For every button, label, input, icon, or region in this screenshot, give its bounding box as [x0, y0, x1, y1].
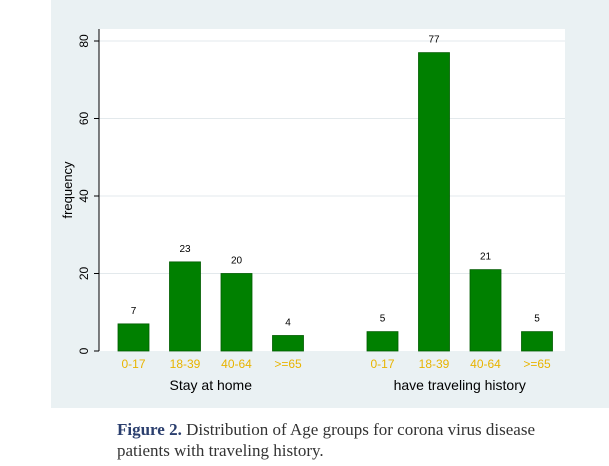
category-label: 40-64: [470, 357, 501, 371]
y-tick-label: 80: [77, 34, 91, 48]
bar: [169, 261, 201, 352]
bar: [418, 52, 450, 352]
bar: [117, 323, 150, 352]
bar: [521, 331, 553, 352]
bar-chart: 0 20 40 60 80 7 0-17 23 18-39 20 40-64 4 >=65 Stay at…: [60, 29, 565, 393]
y-tick-label: 0: [77, 347, 91, 354]
bar: [366, 331, 399, 352]
y-axis-title: frequency: [60, 161, 75, 219]
category-label: >=65: [523, 357, 551, 371]
bar-value-label: 5: [534, 314, 540, 325]
category-label: 40-64: [221, 357, 252, 371]
category-label: 18-39: [419, 357, 450, 371]
bar-value-label: 7: [131, 306, 137, 317]
group-label: Stay at home: [170, 377, 253, 393]
category-label: >=65: [274, 357, 302, 371]
bar: [220, 273, 253, 352]
bar-value-label: 77: [428, 35, 440, 46]
gridlines: [94, 40, 565, 352]
bar-value-label: 4: [285, 318, 291, 329]
category-label: 0-17: [370, 357, 394, 371]
bar: [272, 335, 304, 352]
bar-value-label: 23: [179, 244, 191, 255]
group-label: have traveling history: [394, 377, 526, 393]
y-tick-label: 20: [77, 267, 91, 281]
bar-value-label: 5: [380, 314, 386, 325]
category-label: 0-17: [121, 357, 145, 371]
caption-text: Distribution of Age groups for corona vi…: [117, 420, 536, 460]
bar-value-label: 21: [480, 252, 492, 263]
bars: [117, 52, 553, 352]
y-tick-label: 60: [77, 112, 91, 126]
y-tick-label: 40: [77, 189, 91, 203]
labels: 0 20 40 60 80 7 0-17 23 18-39 20 40-64 4 >=65 Stay at…: [77, 34, 551, 393]
bar-value-label: 20: [231, 256, 243, 267]
caption-label: Figure 2.: [117, 420, 182, 439]
category-label: 18-39: [170, 357, 201, 371]
figure-caption: Figure 2. Distribution of Age groups for…: [117, 419, 557, 461]
bar: [469, 269, 502, 352]
